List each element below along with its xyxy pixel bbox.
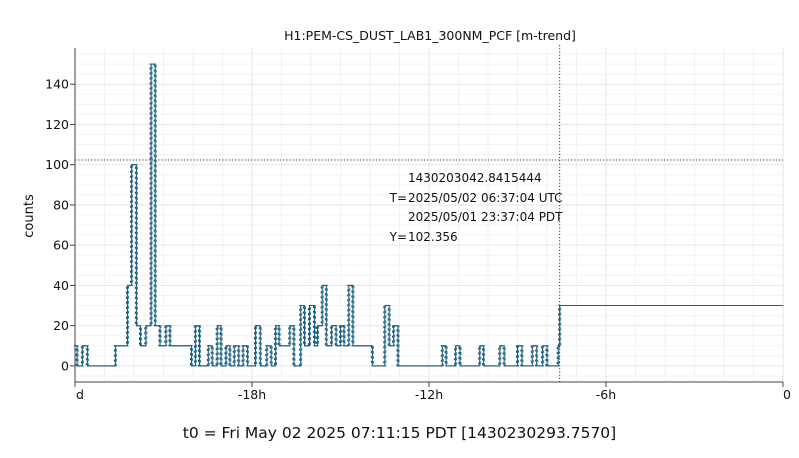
y-tick-label: 80 <box>53 197 69 212</box>
y-tick-label: 60 <box>53 238 69 253</box>
series-max-trend <box>76 63 784 367</box>
y-tick-label: 40 <box>53 278 69 293</box>
x-tick-label: -12h <box>415 387 443 402</box>
crosshair-readout: 2025/05/02 06:37:04 UTC <box>408 191 562 205</box>
series-layer <box>74 63 784 367</box>
y-tick-label: 120 <box>45 117 69 132</box>
crosshair-readout-label: T= <box>389 191 407 205</box>
y-tick-label: 140 <box>45 77 69 92</box>
series-min-trend <box>74 63 782 367</box>
grid <box>74 48 784 382</box>
crosshair-readout: 102.356 <box>408 230 458 244</box>
y-axis: 0 20 40 60 80 100 120 140 <box>45 77 75 373</box>
series-line <box>75 63 783 367</box>
x-axis: d -18h -12h -6h 0 <box>74 382 791 402</box>
crosshair-readout: 1430203042.8415444 <box>408 171 542 185</box>
y-tick-label: 20 <box>53 318 69 333</box>
crosshair: 1430203042.8415444 2025/05/02 06:37:04 UT… <box>75 45 783 382</box>
x-tick-label: 0 <box>783 387 791 402</box>
x-tick-label: -6h <box>596 387 616 402</box>
x-tick-label: -18h <box>238 387 266 402</box>
crosshair-readout-label: Y= <box>389 230 407 244</box>
y-tick-label: 0 <box>61 358 69 373</box>
chart-title: H1:PEM-CS_DUST_LAB1_300NM_PCF [m-trend] <box>284 28 576 43</box>
x-tick-label: d <box>76 387 84 402</box>
crosshair-readout: 2025/05/01 23:37:04 PDT <box>408 210 563 224</box>
y-axis-label: counts <box>22 194 37 238</box>
t0-footer: t0 = Fri May 02 2025 07:11:15 PDT [14302… <box>182 424 617 442</box>
y-tick-label: 100 <box>45 157 69 172</box>
